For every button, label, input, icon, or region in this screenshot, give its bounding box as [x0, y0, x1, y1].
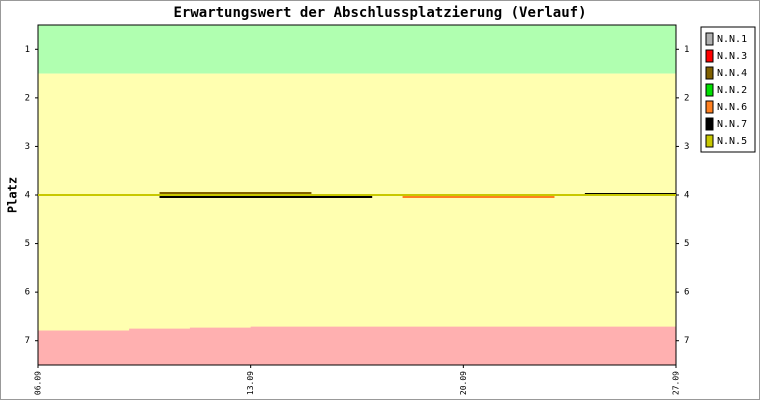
y-axis-label: Platz	[6, 177, 20, 213]
legend-swatch	[705, 100, 714, 114]
band	[38, 73, 676, 366]
y-tick-label: 3	[25, 142, 30, 152]
relegation-area	[38, 326, 676, 365]
y-tick-label-right: 5	[684, 239, 689, 249]
legend-swatch	[705, 49, 714, 63]
legend-label: N.N.1	[717, 34, 747, 45]
y-tick-label: 7	[25, 336, 30, 346]
x-tick-label: 13.09	[246, 371, 255, 395]
y-tick-label: 2	[25, 93, 30, 103]
legend-label: N.N.7	[717, 119, 747, 130]
y-tick-label-right: 4	[684, 191, 689, 201]
legend-label: N.N.5	[717, 136, 747, 147]
legend-label: N.N.6	[717, 102, 747, 113]
y-tick-label: 4	[25, 191, 30, 201]
x-tick-label: 06.09	[34, 371, 43, 395]
y-tick-label: 5	[25, 239, 30, 249]
x-tick-label: 20.09	[459, 371, 468, 395]
legend-swatch	[705, 32, 714, 46]
x-tick-label: 27.09	[672, 371, 681, 395]
y-tick-label-right: 6	[684, 288, 689, 298]
y-tick-label-right: 3	[684, 142, 689, 152]
legend-label: N.N.4	[717, 68, 747, 79]
legend-swatch	[705, 134, 714, 148]
legend-swatch	[705, 83, 714, 97]
band	[38, 25, 676, 74]
legend-label: N.N.3	[717, 51, 747, 62]
legend-label: N.N.2	[717, 85, 747, 96]
y-tick-label: 6	[25, 288, 30, 298]
y-tick-label-right: 1	[684, 45, 689, 55]
chart-title: Erwartungswert der Abschlussplatzierung …	[173, 5, 586, 21]
legend-swatch	[705, 117, 714, 131]
legend-swatch	[705, 66, 714, 80]
y-tick-label-right: 2	[684, 93, 689, 103]
y-tick-label: 1	[25, 45, 30, 55]
y-tick-label-right: 7	[684, 336, 689, 346]
